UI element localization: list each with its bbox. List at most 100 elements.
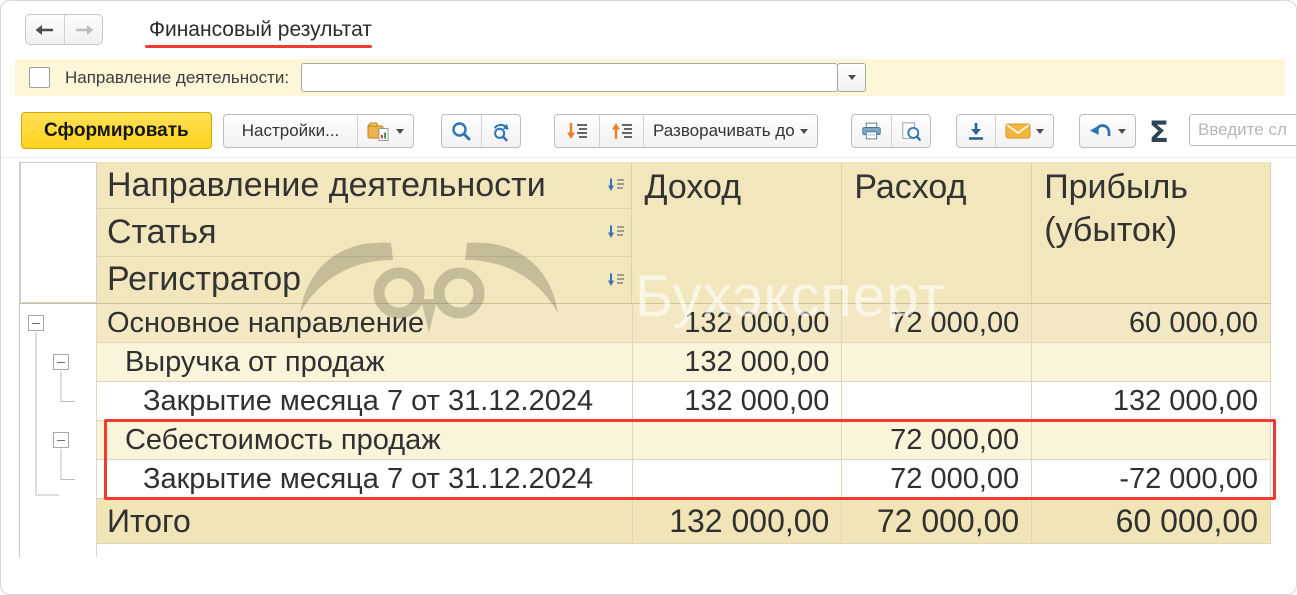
cell-value: Итого — [106, 502, 191, 539]
filter-checkbox[interactable] — [29, 67, 50, 88]
collapse-group-button[interactable] — [53, 432, 69, 448]
table-row[interactable]: Себестоимость продаж 72 000,00 — [20, 421, 1271, 460]
table-total-row[interactable]: Итого 132 000,00 72 000,00 60 000,00 — [20, 499, 1272, 544]
table-row[interactable]: Выручка от продаж 132 000,00 — [20, 343, 1271, 382]
column-header-expense[interactable]: Расход — [841, 162, 1032, 303]
profit-cell[interactable]: 60 000,00 — [1031, 499, 1272, 544]
column-header-label: Доход — [644, 168, 742, 206]
expense-cell[interactable] — [841, 382, 1032, 421]
report-toolbar: Сформировать Настройки... — [1, 103, 1296, 158]
expand-group: Разворачивать до — [554, 114, 818, 148]
column-header-income[interactable]: Доход — [631, 162, 842, 303]
row-group-header-registrar[interactable]: Регистратор — [96, 255, 632, 303]
row-label-cell[interactable]: Закрытие месяца 7 от 31.12.2024 — [96, 382, 632, 421]
save-button[interactable] — [957, 115, 995, 147]
print-preview-button[interactable] — [891, 115, 930, 147]
find-button[interactable] — [442, 115, 481, 147]
combobox-dropdown-button[interactable] — [837, 63, 866, 92]
cell-value: 132 000,00 — [669, 502, 830, 539]
row-group-header-direction[interactable]: Направление деятельности — [97, 162, 632, 208]
table-header: Направление деятельности Статья — [20, 162, 1271, 304]
row-label-cell[interactable]: Итого — [96, 499, 632, 544]
row-group-header-label: Регистратор — [106, 260, 302, 299]
expense-cell[interactable]: 72 000,00 — [841, 421, 1032, 460]
tree-gutter-cell — [20, 499, 97, 544]
collapse-group-button[interactable] — [53, 354, 69, 370]
page-title: Финансовый результат — [149, 18, 372, 41]
cell-value: Основное направление — [106, 306, 425, 339]
print-button[interactable] — [852, 115, 891, 147]
table-row[interactable]: Закрытие месяца 7 от 31.12.2024 72 000,0… — [20, 460, 1271, 499]
income-cell[interactable]: 132 000,00 — [631, 304, 842, 343]
back-button[interactable] — [26, 15, 64, 44]
expense-cell[interactable]: 72 000,00 — [841, 460, 1032, 499]
expand-to-button[interactable]: Разворачивать до — [643, 115, 817, 147]
profit-cell[interactable]: -72 000,00 — [1031, 460, 1271, 499]
cell-value: 72 000,00 — [890, 306, 1020, 339]
cell-value: Закрытие месяца 7 от 31.12.2024 — [142, 462, 594, 495]
expense-cell[interactable] — [841, 343, 1032, 382]
settings-button[interactable]: Настройки... — [224, 115, 357, 147]
expense-cell[interactable]: 72 000,00 — [841, 499, 1032, 544]
cell-value: -72 000,00 — [1119, 462, 1258, 495]
print-group — [851, 114, 931, 148]
expand-to-label: Разворачивать до — [653, 121, 795, 140]
forward-button[interactable] — [64, 15, 102, 44]
sort-icon[interactable] — [606, 272, 626, 288]
column-header-profit[interactable]: Прибыль (убыток) — [1031, 162, 1271, 303]
cell-value: Себестоимость продаж — [124, 423, 441, 456]
minus-icon — [57, 439, 65, 441]
find-next-button[interactable] — [481, 115, 520, 147]
column-header-label: Прибыль (убыток) — [1044, 168, 1188, 249]
business-direction-input[interactable] — [301, 63, 838, 92]
expand-all-button[interactable] — [555, 115, 599, 147]
search-group — [441, 114, 521, 148]
chevron-down-icon — [1036, 128, 1044, 138]
profit-cell[interactable]: 132 000,00 — [1031, 382, 1271, 421]
cell-value: 72 000,00 — [876, 502, 1020, 539]
print-preview-icon — [902, 121, 921, 141]
undo-button[interactable] — [1080, 115, 1135, 147]
search-icon — [452, 121, 471, 140]
income-cell[interactable]: 132 000,00 — [631, 343, 842, 382]
sort-icon[interactable] — [606, 224, 626, 240]
profit-cell[interactable]: 60 000,00 — [1031, 304, 1272, 343]
row-label-cell[interactable]: Выручка от продаж — [96, 343, 632, 382]
undo-group — [1079, 114, 1136, 148]
cell-value: 132 000,00 — [1112, 384, 1258, 417]
settings-group: Настройки... — [223, 114, 414, 148]
income-cell[interactable]: 132 000,00 — [631, 382, 842, 421]
row-label-cell[interactable]: Основное направление — [96, 304, 632, 343]
quick-search-input[interactable] — [1189, 114, 1296, 146]
business-direction-combobox — [301, 63, 866, 92]
row-group-headers: Направление деятельности Статья — [96, 162, 632, 303]
row-label-cell[interactable]: Себестоимость продаж — [96, 421, 632, 460]
sum-icon[interactable]: Σ — [1149, 115, 1169, 149]
profit-cell[interactable] — [1031, 421, 1271, 460]
table-row[interactable]: Закрытие месяца 7 от 31.12.2024 132 000,… — [20, 382, 1271, 421]
collapse-all-button[interactable] — [599, 115, 643, 147]
chevron-down-icon — [847, 75, 856, 84]
income-cell[interactable] — [631, 460, 842, 499]
cell-value: 72 000,00 — [890, 423, 1020, 456]
cell-value: 72 000,00 — [890, 462, 1020, 495]
row-label-cell[interactable]: Закрытие месяца 7 от 31.12.2024 — [96, 460, 632, 499]
expense-cell[interactable]: 72 000,00 — [841, 304, 1032, 343]
chevron-down-icon — [799, 128, 808, 138]
income-cell[interactable]: 132 000,00 — [631, 499, 842, 544]
row-group-header-article[interactable]: Статья — [96, 208, 632, 255]
cell-value: Закрытие месяца 7 от 31.12.2024 — [142, 384, 594, 417]
profit-cell[interactable] — [1031, 343, 1271, 382]
tree-gutter-cell — [20, 460, 97, 499]
send-email-button[interactable] — [995, 115, 1053, 147]
find-next-icon — [493, 123, 509, 141]
table-row[interactable]: Основное направление 132 000,00 72 000,0… — [20, 304, 1272, 343]
folder-chart-icon — [367, 122, 389, 141]
undo-icon — [1090, 124, 1111, 136]
sort-icon[interactable] — [606, 177, 626, 193]
collapse-all-icon — [611, 123, 632, 139]
report-variants-button[interactable] — [357, 115, 413, 147]
collapse-group-button[interactable] — [28, 315, 44, 331]
income-cell[interactable] — [631, 421, 842, 460]
generate-button[interactable]: Сформировать — [21, 112, 212, 149]
